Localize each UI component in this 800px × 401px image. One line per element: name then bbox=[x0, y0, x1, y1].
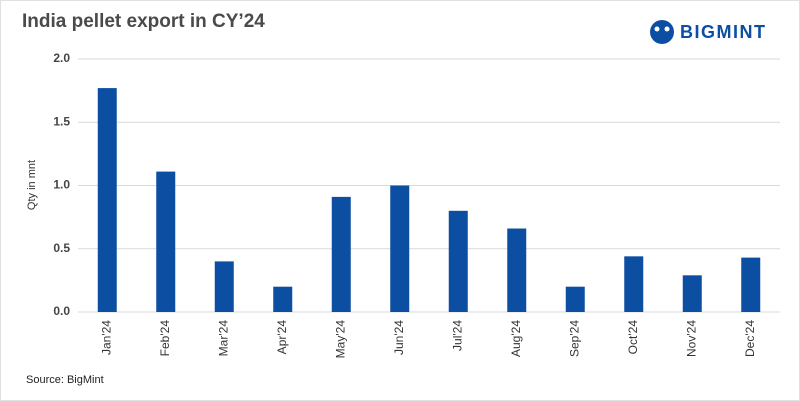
bar bbox=[741, 257, 761, 312]
x-tick-label: Oct'24 bbox=[626, 320, 640, 355]
bar bbox=[214, 261, 234, 312]
source: Source: BigMint bbox=[26, 374, 104, 386]
logo: BIGMINT bbox=[650, 20, 767, 44]
bar bbox=[390, 185, 410, 312]
x-tick-label: Apr'24 bbox=[275, 320, 289, 355]
y-tick-label: 1.0 bbox=[53, 178, 70, 192]
x-tick-label: Dec'24 bbox=[743, 320, 757, 357]
bar bbox=[507, 228, 527, 312]
x-tick-label: Feb'24 bbox=[158, 320, 172, 357]
bar bbox=[682, 275, 702, 312]
x-tick-label: Jan'24 bbox=[99, 320, 113, 355]
logo-text: BIGMINT bbox=[680, 22, 767, 42]
bar bbox=[156, 171, 176, 312]
y-tick-label: 0.5 bbox=[53, 241, 70, 255]
bar bbox=[565, 286, 585, 312]
y-tick-label: 2.0 bbox=[53, 51, 70, 65]
logo-icon-dot bbox=[654, 26, 660, 32]
x-tick-label: Jul'24 bbox=[450, 320, 464, 351]
bar bbox=[448, 210, 468, 312]
bar bbox=[331, 196, 351, 312]
chart-title: India pellet export in CY’24 bbox=[22, 11, 265, 32]
bar bbox=[273, 286, 293, 312]
bar bbox=[624, 256, 644, 312]
x-tick-label: Jun'24 bbox=[392, 320, 406, 355]
y-tick-label: 1.5 bbox=[53, 114, 70, 128]
x-tick-label: Aug'24 bbox=[509, 320, 523, 357]
x-tick-label: May'24 bbox=[333, 320, 347, 359]
y-axis-label: Qty in mnt bbox=[26, 160, 38, 210]
logo-icon-dot bbox=[664, 26, 670, 32]
y-tick-label: 0.0 bbox=[53, 304, 70, 318]
bar bbox=[97, 88, 117, 312]
x-tick-label: Sep'24 bbox=[567, 320, 581, 357]
x-tick-label: Nov'24 bbox=[684, 320, 698, 357]
logo-icon bbox=[650, 20, 674, 44]
x-tick-label: Mar'24 bbox=[216, 320, 230, 357]
